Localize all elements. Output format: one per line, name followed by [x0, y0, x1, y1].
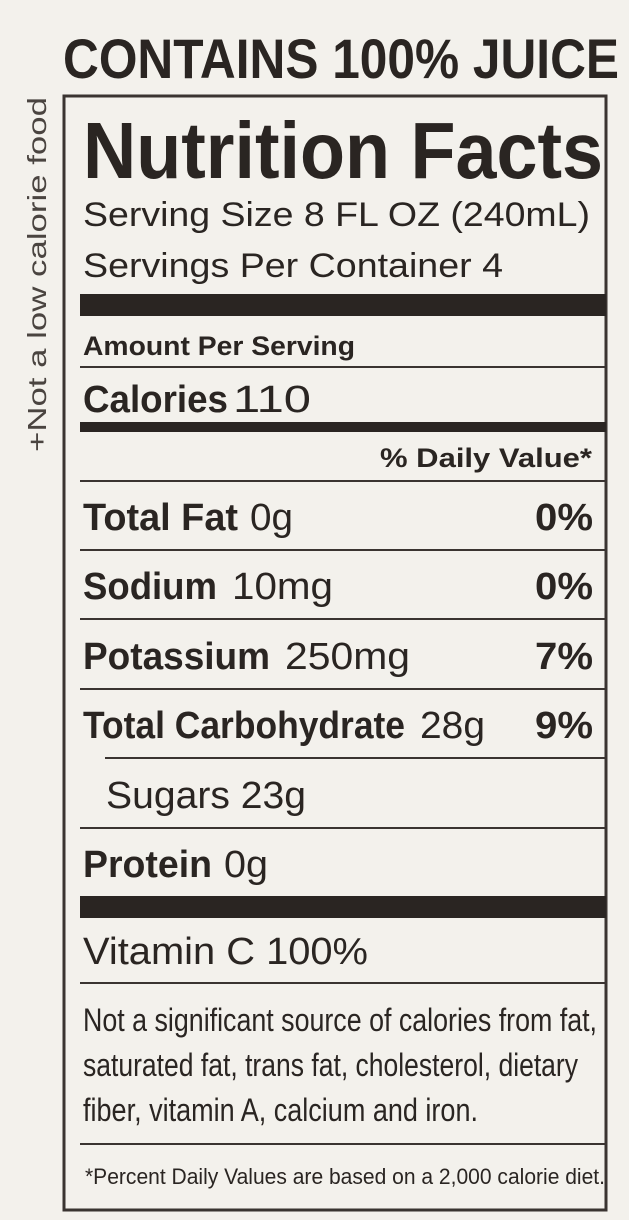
nutrient-name: Total Carbohydrate: [83, 705, 405, 747]
serving-size: Serving Size 8 FL OZ (240mL): [83, 196, 590, 234]
label-border: [62, 94, 608, 1212]
medium-rule: [80, 422, 606, 432]
header: CONTAINS 100% JUICE: [63, 27, 619, 90]
nutrient-daily-value: 0%: [535, 566, 593, 608]
nutrient-amount: 0g: [224, 844, 268, 886]
servings-per-container: Servings Per Container 4: [83, 247, 503, 285]
nutrient-name: Potassium: [83, 636, 270, 678]
vitamin: Vitamin C 100%: [83, 931, 368, 973]
nutrient-name: Sodium: [83, 566, 217, 608]
daily-value-header: % Daily Value*: [380, 443, 593, 473]
nutrient-daily-value: 0%: [535, 497, 593, 539]
note-line: Not a significant source of calories fro…: [83, 1002, 597, 1038]
nutrient-amount: 10mg: [232, 566, 333, 608]
nutrient-daily-value: 9%: [535, 705, 593, 747]
footnote: *Percent Daily Values are based on a 2,0…: [85, 1164, 605, 1189]
calories-label: Calories: [83, 379, 228, 421]
nutrient-name: Sugars 23g: [106, 775, 306, 817]
thick-rule: [80, 896, 606, 918]
title: Nutrition Facts: [83, 106, 603, 195]
nutrient-daily-value: 7%: [535, 636, 593, 678]
note-line: saturated fat, trans fat, cholesterol, d…: [83, 1047, 578, 1083]
nutrient-amount: 28g: [420, 705, 485, 747]
calories-value: 110: [233, 379, 311, 421]
thick-rule: [80, 294, 606, 316]
side-note: +Not a low calorie food: [22, 97, 52, 452]
amount-per-serving: Amount Per Serving: [83, 331, 355, 361]
note-line: fiber, vitamin A, calcium and iron.: [83, 1092, 478, 1128]
nutrient-amount: 250mg: [285, 636, 410, 678]
nutrient-amount: 0g: [250, 497, 293, 539]
nutrient-name: Total Fat: [83, 497, 238, 539]
nutrient-name: Protein: [83, 844, 212, 886]
